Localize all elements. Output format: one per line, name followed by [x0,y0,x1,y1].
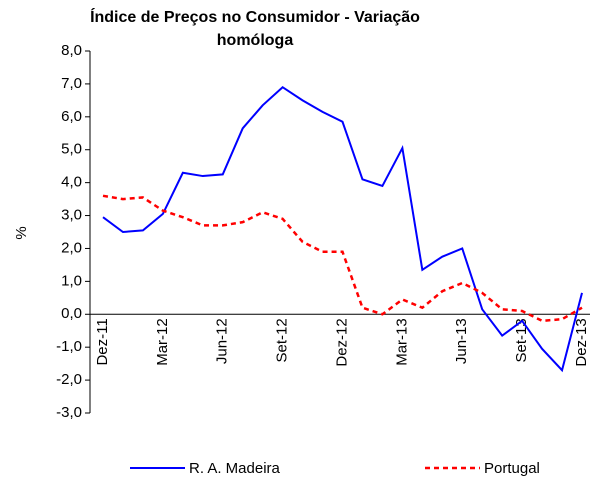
x-tick-label: Set-13 [513,318,530,362]
series-line [102,194,583,323]
legend-label: R. A. Madeira [189,460,281,477]
x-tick-label: Dez-11 [94,318,111,365]
y-tick-label: 5,0 [61,141,82,158]
y-tick-label: 7,0 [61,75,82,92]
x-tick-label: Mar-12 [154,318,171,366]
y-tick-label: 8,0 [61,42,82,59]
x-tick-label: Jun-13 [453,318,470,364]
y-tick-label: 2,0 [61,239,82,256]
x-tick-label: Set-12 [274,318,291,362]
y-axis-label: % [13,226,30,239]
y-tick-label: -2,0 [56,371,82,388]
y-tick-label: 4,0 [61,174,82,191]
y-tick-label: 0,0 [61,305,82,322]
y-tick-label: 6,0 [61,108,82,125]
y-tick-label: 1,0 [61,272,82,289]
y-tick-label: 3,0 [61,207,82,224]
legend-label: Portugal [484,460,540,477]
x-tick-label: Mar-13 [393,318,410,366]
y-tick-label: -3,0 [56,404,82,421]
chart-title: Índice de Preços no Consumidor - Variaçã… [90,9,420,49]
series-line [102,85,583,373]
x-tick-label: Dez-13 [573,318,590,366]
x-tick-label: Jun-12 [214,318,231,364]
y-tick-label: -1,0 [56,338,82,355]
x-tick-label: Dez-12 [333,318,350,366]
